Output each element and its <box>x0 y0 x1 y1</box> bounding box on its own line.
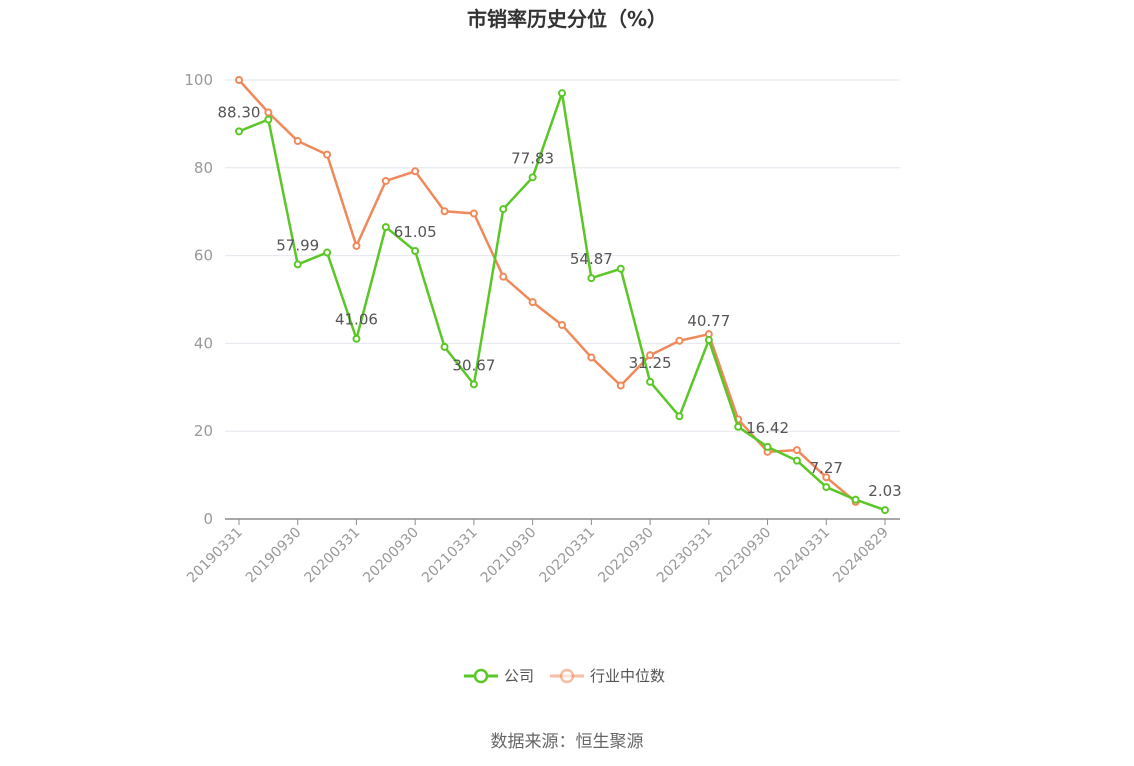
y-tick-label: 60 <box>194 247 213 265</box>
x-tick-label: 20220930 <box>595 525 657 587</box>
data-point <box>381 176 390 185</box>
legend-item-0[interactable]: 公司 <box>464 667 534 685</box>
data-label: 41.06 <box>335 311 378 329</box>
data-label: 40.77 <box>687 312 730 330</box>
y-tick-label: 0 <box>203 510 213 528</box>
data-point <box>411 246 420 255</box>
x-tick-label: 20230930 <box>713 525 775 587</box>
data-point <box>822 483 831 492</box>
x-tick-label: 20240331 <box>771 525 833 587</box>
legend[interactable]: 公司 行业中位数 <box>464 667 665 685</box>
data-point <box>558 89 566 98</box>
data-label: 7.27 <box>810 459 843 477</box>
data-point <box>264 115 273 124</box>
data-point <box>469 209 478 218</box>
source-text: 数据来源：恒生聚源 <box>491 732 644 752</box>
data-point <box>235 76 243 84</box>
y-tick-label: 40 <box>194 334 213 352</box>
data-point <box>440 342 449 351</box>
data-point <box>264 108 273 117</box>
data-label: 16.42 <box>746 419 789 437</box>
legend-item-1[interactable]: 行业中位数 <box>550 667 665 685</box>
x-tick-label: 20200930 <box>360 525 422 587</box>
data-point <box>763 442 772 451</box>
legend-label: 行业中位数 <box>590 667 665 685</box>
data-point <box>616 381 625 390</box>
data-point <box>411 167 420 176</box>
y-tick-label: 20 <box>194 422 213 440</box>
x-axis: 2019033120190930202003312020093020210331… <box>184 518 900 587</box>
data-point <box>851 495 860 504</box>
x-tick-label: 20190930 <box>243 525 305 587</box>
y-tick-label: 80 <box>194 159 213 177</box>
grid-lines <box>225 79 900 432</box>
series-0 <box>235 89 889 515</box>
data-point <box>293 137 302 146</box>
data-point <box>704 336 713 345</box>
x-tick-label: 20220331 <box>536 525 598 587</box>
data-point <box>675 336 684 345</box>
x-tick-label: 20200331 <box>302 525 364 587</box>
legend-label: 公司 <box>504 667 534 685</box>
data-point <box>499 272 508 281</box>
data-point <box>528 298 537 307</box>
x-tick-label: 20190331 <box>184 525 246 587</box>
x-tick-label: 20230331 <box>654 525 716 587</box>
data-point <box>587 353 596 362</box>
legend-marker <box>559 668 575 684</box>
y-tick-label: 100 <box>184 71 213 89</box>
data-label: 77.83 <box>511 149 554 167</box>
data-label: 61.05 <box>394 223 437 241</box>
data-point <box>440 207 449 216</box>
data-point <box>646 351 655 360</box>
x-tick-label: 20240829 <box>830 525 892 587</box>
data-point <box>792 456 801 465</box>
data-point <box>675 412 684 421</box>
data-point <box>235 127 243 136</box>
data-point <box>352 241 361 250</box>
x-tick-label: 20210331 <box>419 525 481 587</box>
data-label: 54.87 <box>570 250 613 268</box>
data-point <box>381 223 390 232</box>
data-point <box>499 205 508 214</box>
data-point <box>323 248 332 257</box>
series-lines <box>235 76 889 515</box>
legend-marker <box>473 668 489 684</box>
data-point <box>352 334 361 343</box>
series-1 <box>235 76 860 506</box>
data-point <box>616 264 625 273</box>
series-line <box>238 91 886 512</box>
data-point <box>293 260 302 269</box>
x-tick-label: 20210930 <box>478 525 540 587</box>
series-line <box>238 79 857 503</box>
data-label: 57.99 <box>276 236 319 254</box>
data-point <box>469 380 478 389</box>
chart-title: 市销率历史分位（%） <box>467 7 667 31</box>
data-point <box>558 320 566 329</box>
data-label: 2.03 <box>868 482 901 500</box>
data-point <box>792 446 801 455</box>
data-point <box>323 150 332 159</box>
data-label: 31.25 <box>629 354 672 372</box>
data-label: 88.30 <box>218 103 261 121</box>
data-labels: 88.30 57.99 41.06 61.05 30.67 77.83 54.87 31.25… <box>218 103 902 500</box>
data-point <box>528 173 537 182</box>
data-point <box>881 506 889 515</box>
data-point <box>822 473 831 482</box>
data-point <box>646 377 655 386</box>
y-axis: 0 20 40 60 80 100 <box>184 71 213 528</box>
data-label: 30.67 <box>452 356 495 374</box>
data-point <box>734 422 743 431</box>
data-point <box>587 274 596 283</box>
